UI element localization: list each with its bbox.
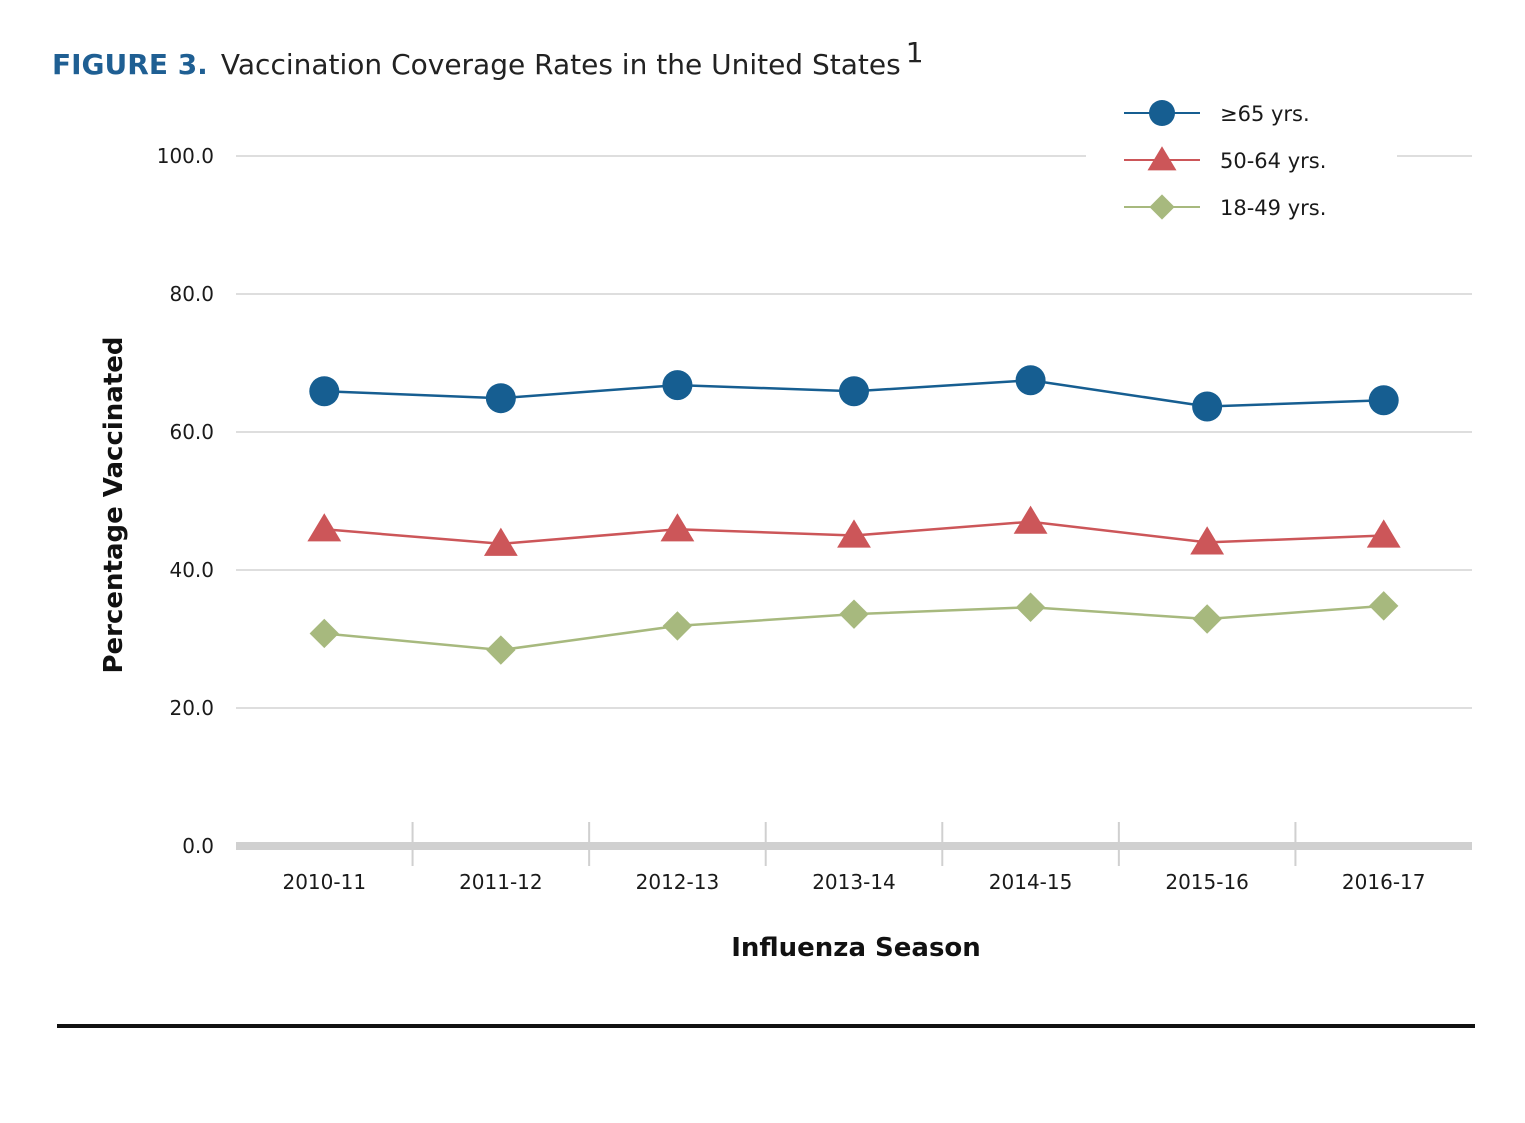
data-point xyxy=(1366,519,1401,548)
legend: ≥65 yrs. 50-64 yrs. 18-49 yrs. xyxy=(1124,100,1326,220)
data-point xyxy=(1192,391,1223,422)
x-tick-label: 2013-14 xyxy=(812,870,896,894)
series-2 xyxy=(309,591,1399,665)
x-tick-label: 2010-11 xyxy=(282,870,366,894)
data-point xyxy=(1190,526,1225,555)
x-tick-label: 2015-16 xyxy=(1165,870,1249,894)
legend-item: 50-64 yrs. xyxy=(1124,146,1326,173)
data-point xyxy=(839,376,869,407)
series-1 xyxy=(307,505,1401,556)
data-point xyxy=(309,618,339,649)
figure-label: FIGURE 3. xyxy=(52,48,208,81)
data-point xyxy=(662,611,693,641)
legend-label: ≥65 yrs. xyxy=(1220,102,1310,126)
data-point xyxy=(662,370,693,401)
data-point xyxy=(1192,604,1222,634)
x-tick-label: 2014-15 xyxy=(989,870,1073,894)
series-0 xyxy=(309,365,1399,422)
data-point xyxy=(1368,385,1399,416)
grid-lines xyxy=(236,155,1472,709)
data-point xyxy=(307,513,342,542)
y-tick-label: 20.0 xyxy=(169,696,214,720)
legend-label: 18-49 yrs. xyxy=(1220,196,1326,220)
figure-footnote-marker: 1 xyxy=(906,36,924,69)
x-axis-title: Influenza Season xyxy=(731,933,981,963)
y-tick-label: 100.0 xyxy=(157,144,214,168)
legend-item: 18-49 yrs. xyxy=(1124,194,1326,220)
data-point xyxy=(486,635,516,665)
x-axis-baseline xyxy=(236,822,1472,866)
data-point xyxy=(839,599,869,629)
x-tick-label: 2011-12 xyxy=(459,870,543,894)
y-axis-ticks: 0.0 20.0 40.0 60.0 80.0 100.0 xyxy=(157,144,214,858)
x-tick-label: 2016-17 xyxy=(1342,870,1426,894)
y-tick-label: 60.0 xyxy=(169,420,214,444)
data-point xyxy=(485,383,516,414)
y-tick-label: 80.0 xyxy=(169,282,214,306)
data-point xyxy=(1369,591,1399,621)
data-point xyxy=(837,519,871,548)
series-lines xyxy=(307,365,1401,665)
data-point xyxy=(1015,365,1046,396)
figure-title: FIGURE 3. Vaccination Coverage Rates in … xyxy=(52,36,924,81)
y-tick-label: 40.0 xyxy=(169,558,214,582)
data-point xyxy=(660,513,695,542)
y-tick-label: 0.0 xyxy=(182,834,214,858)
data-point xyxy=(1013,505,1048,534)
legend-item: ≥65 yrs. xyxy=(1124,100,1310,126)
y-axis-title: Percentage Vaccinated xyxy=(99,336,129,673)
legend-marker xyxy=(1149,100,1175,126)
data-point xyxy=(1015,592,1046,622)
x-axis-ticks: 2010-11 2011-12 2012-13 2013-14 2014-15 2015-… xyxy=(282,870,1425,894)
data-point xyxy=(309,376,340,407)
data-point xyxy=(483,527,518,556)
figure-title-text: Vaccination Coverage Rates in the United… xyxy=(221,48,901,81)
legend-marker xyxy=(1149,194,1175,220)
legend-label: 50-64 yrs. xyxy=(1220,149,1326,173)
x-tick-label: 2012-13 xyxy=(636,870,720,894)
legend-marker xyxy=(1147,146,1177,171)
